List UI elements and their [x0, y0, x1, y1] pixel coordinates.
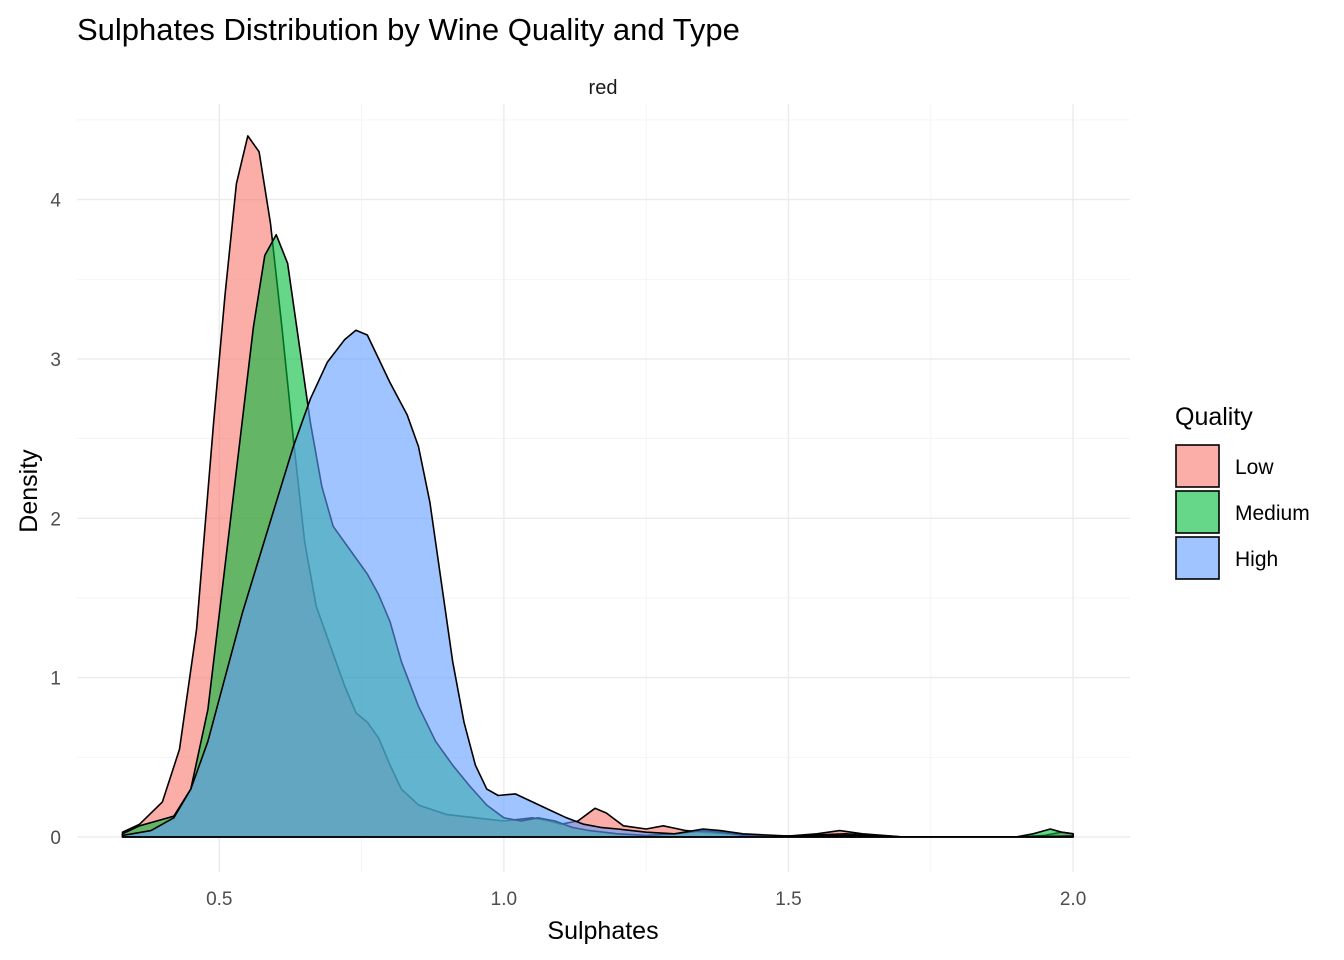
y-axis-ticks: 0 1 2 3 4	[50, 191, 61, 849]
density-areas	[121, 135, 1074, 838]
legend-swatch	[1175, 444, 1220, 488]
x-tick-label: 2.0	[1060, 889, 1086, 910]
legend-title: Quality	[1175, 403, 1253, 431]
legend-swatch	[1175, 536, 1220, 580]
y-tick-label: 4	[50, 191, 61, 212]
legend-label: High	[1235, 548, 1278, 571]
x-tick-label: 1.5	[775, 889, 801, 910]
y-tick-label: 3	[50, 350, 61, 371]
legend-label: Low	[1235, 456, 1274, 479]
chart-title: Sulphates Distribution by Wine Quality a…	[77, 12, 740, 47]
facet-strip-label: red	[589, 77, 618, 99]
x-axis-ticks: 0.5 1.0 1.5 2.0	[206, 889, 1086, 910]
x-tick-label: 1.0	[491, 889, 517, 910]
y-axis-title: Density	[15, 449, 43, 533]
y-tick-label: 0	[50, 828, 61, 849]
density-area-high	[121, 329, 1074, 838]
y-tick-label: 2	[50, 509, 61, 530]
x-tick-label: 0.5	[206, 889, 232, 910]
legend-item-high: High	[1175, 536, 1278, 580]
x-axis-title: Sulphates	[547, 917, 658, 945]
y-tick-label: 1	[50, 669, 61, 690]
legend-label: Medium	[1235, 502, 1310, 525]
legend-item-medium: Medium	[1175, 490, 1310, 534]
legend: Quality Low Medium High	[1175, 403, 1310, 580]
legend-swatch	[1175, 490, 1220, 534]
legend-item-low: Low	[1175, 444, 1274, 488]
